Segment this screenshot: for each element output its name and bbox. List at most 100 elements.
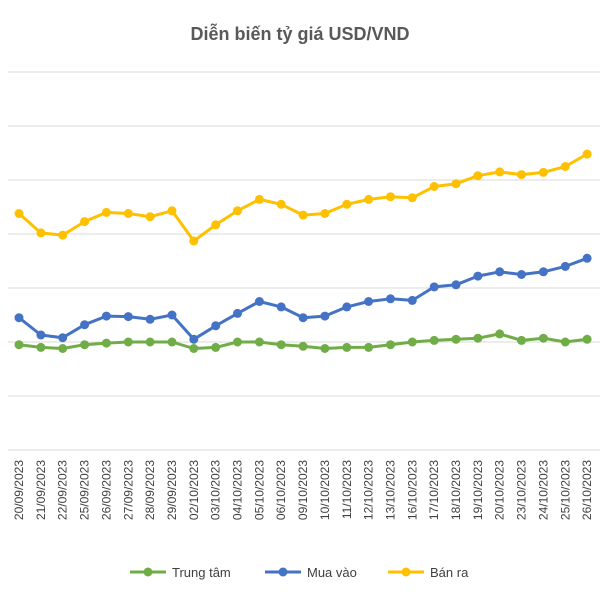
x-tick-label: 26/10/2023: [580, 460, 594, 520]
data-point: [298, 210, 308, 220]
data-point: [364, 342, 374, 352]
data-point: [451, 280, 461, 290]
data-point: [386, 294, 395, 304]
data-point: [189, 334, 199, 344]
data-point: [473, 171, 483, 181]
x-tick-label: 06/10/2023: [274, 460, 288, 520]
data-point: [36, 330, 46, 340]
series-points: [14, 149, 592, 353]
data-point: [320, 209, 330, 218]
x-tick-label: 24/10/2023: [536, 460, 550, 520]
x-tick-label: 20/09/2023: [12, 460, 26, 520]
data-point: [342, 342, 352, 352]
data-point: [145, 212, 155, 222]
data-point: [58, 344, 68, 353]
x-tick-label: 03/10/2023: [209, 460, 223, 520]
legend-label: Bán ra: [430, 565, 469, 580]
data-point: [582, 149, 592, 159]
data-point: [80, 217, 90, 227]
data-point: [254, 297, 264, 306]
data-point: [101, 311, 111, 321]
data-point: [167, 206, 177, 216]
x-axis-tick-labels: 20/09/2023 21/09/2023 22/09/2023 25/09/2023…: [12, 460, 594, 520]
data-point: [320, 344, 330, 353]
chart-title: Diễn biến tỷ giá USD/VND: [190, 23, 409, 44]
data-point: [560, 337, 570, 347]
data-point: [386, 340, 395, 350]
x-tick-label: 10/10/2023: [318, 460, 332, 520]
data-point: [495, 329, 505, 339]
data-point: [517, 335, 526, 345]
data-point: [560, 162, 570, 171]
data-point: [538, 267, 548, 277]
x-tick-label: 23/10/2023: [515, 460, 529, 520]
data-point: [429, 182, 439, 191]
data-point: [495, 267, 505, 277]
x-tick-label: 18/10/2023: [449, 460, 463, 520]
data-point: [517, 270, 526, 279]
data-point: [80, 340, 90, 350]
x-tick-label: 19/10/2023: [471, 460, 485, 520]
data-point: [407, 295, 417, 305]
x-tick-label: 05/10/2023: [252, 460, 266, 520]
x-tick-label: 04/10/2023: [231, 460, 245, 520]
data-point: [14, 209, 24, 218]
data-point: [58, 230, 68, 240]
data-point: [429, 282, 439, 292]
legend-marker: [401, 567, 411, 577]
data-point: [298, 341, 308, 351]
data-point: [101, 207, 111, 217]
x-tick-label: 27/09/2023: [121, 460, 135, 520]
data-point: [560, 261, 570, 271]
data-point: [14, 340, 24, 350]
data-point: [342, 302, 352, 312]
x-tick-label: 21/09/2023: [34, 460, 48, 520]
data-point: [276, 302, 286, 312]
data-point: [167, 337, 177, 347]
data-point: [233, 308, 242, 318]
data-point: [36, 228, 46, 238]
x-tick-label: 12/10/2023: [362, 460, 376, 520]
gridlines: [8, 71, 600, 451]
legend-label: Mua vào: [307, 565, 357, 580]
x-tick-label: 13/10/2023: [383, 460, 397, 520]
x-tick-label: 29/09/2023: [165, 460, 179, 520]
data-point: [211, 342, 221, 352]
x-tick-label: 02/10/2023: [187, 460, 201, 520]
data-point: [167, 310, 177, 320]
x-tick-label: 11/10/2023: [340, 460, 354, 519]
x-tick-label: 25/10/2023: [558, 460, 572, 520]
data-point: [364, 194, 374, 204]
data-point: [298, 313, 308, 323]
legend-marker: [278, 567, 288, 577]
x-tick-label: 28/09/2023: [143, 460, 157, 520]
data-point: [538, 167, 548, 177]
series-line-2: [18, 152, 588, 243]
data-point: [320, 311, 330, 321]
data-point: [123, 312, 133, 322]
data-point: [429, 335, 439, 345]
data-point: [211, 321, 221, 331]
x-tick-label: 26/09/2023: [99, 460, 113, 520]
data-point: [211, 220, 221, 230]
data-point: [254, 337, 264, 347]
data-point: [276, 199, 286, 209]
data-point: [101, 338, 111, 348]
data-point: [451, 179, 461, 189]
x-tick-label: 20/10/2023: [493, 460, 507, 520]
x-tick-label: 22/09/2023: [56, 460, 70, 520]
data-point: [36, 342, 46, 352]
data-point: [407, 337, 417, 347]
data-point: [407, 193, 417, 203]
data-point: [364, 297, 374, 306]
data-point: [145, 337, 155, 347]
data-point: [189, 344, 199, 353]
data-point: [145, 314, 155, 324]
data-point: [58, 333, 68, 343]
data-point: [342, 199, 352, 209]
data-point: [233, 206, 242, 216]
data-point: [254, 194, 264, 204]
data-point: [80, 320, 90, 330]
data-point: [386, 192, 395, 202]
